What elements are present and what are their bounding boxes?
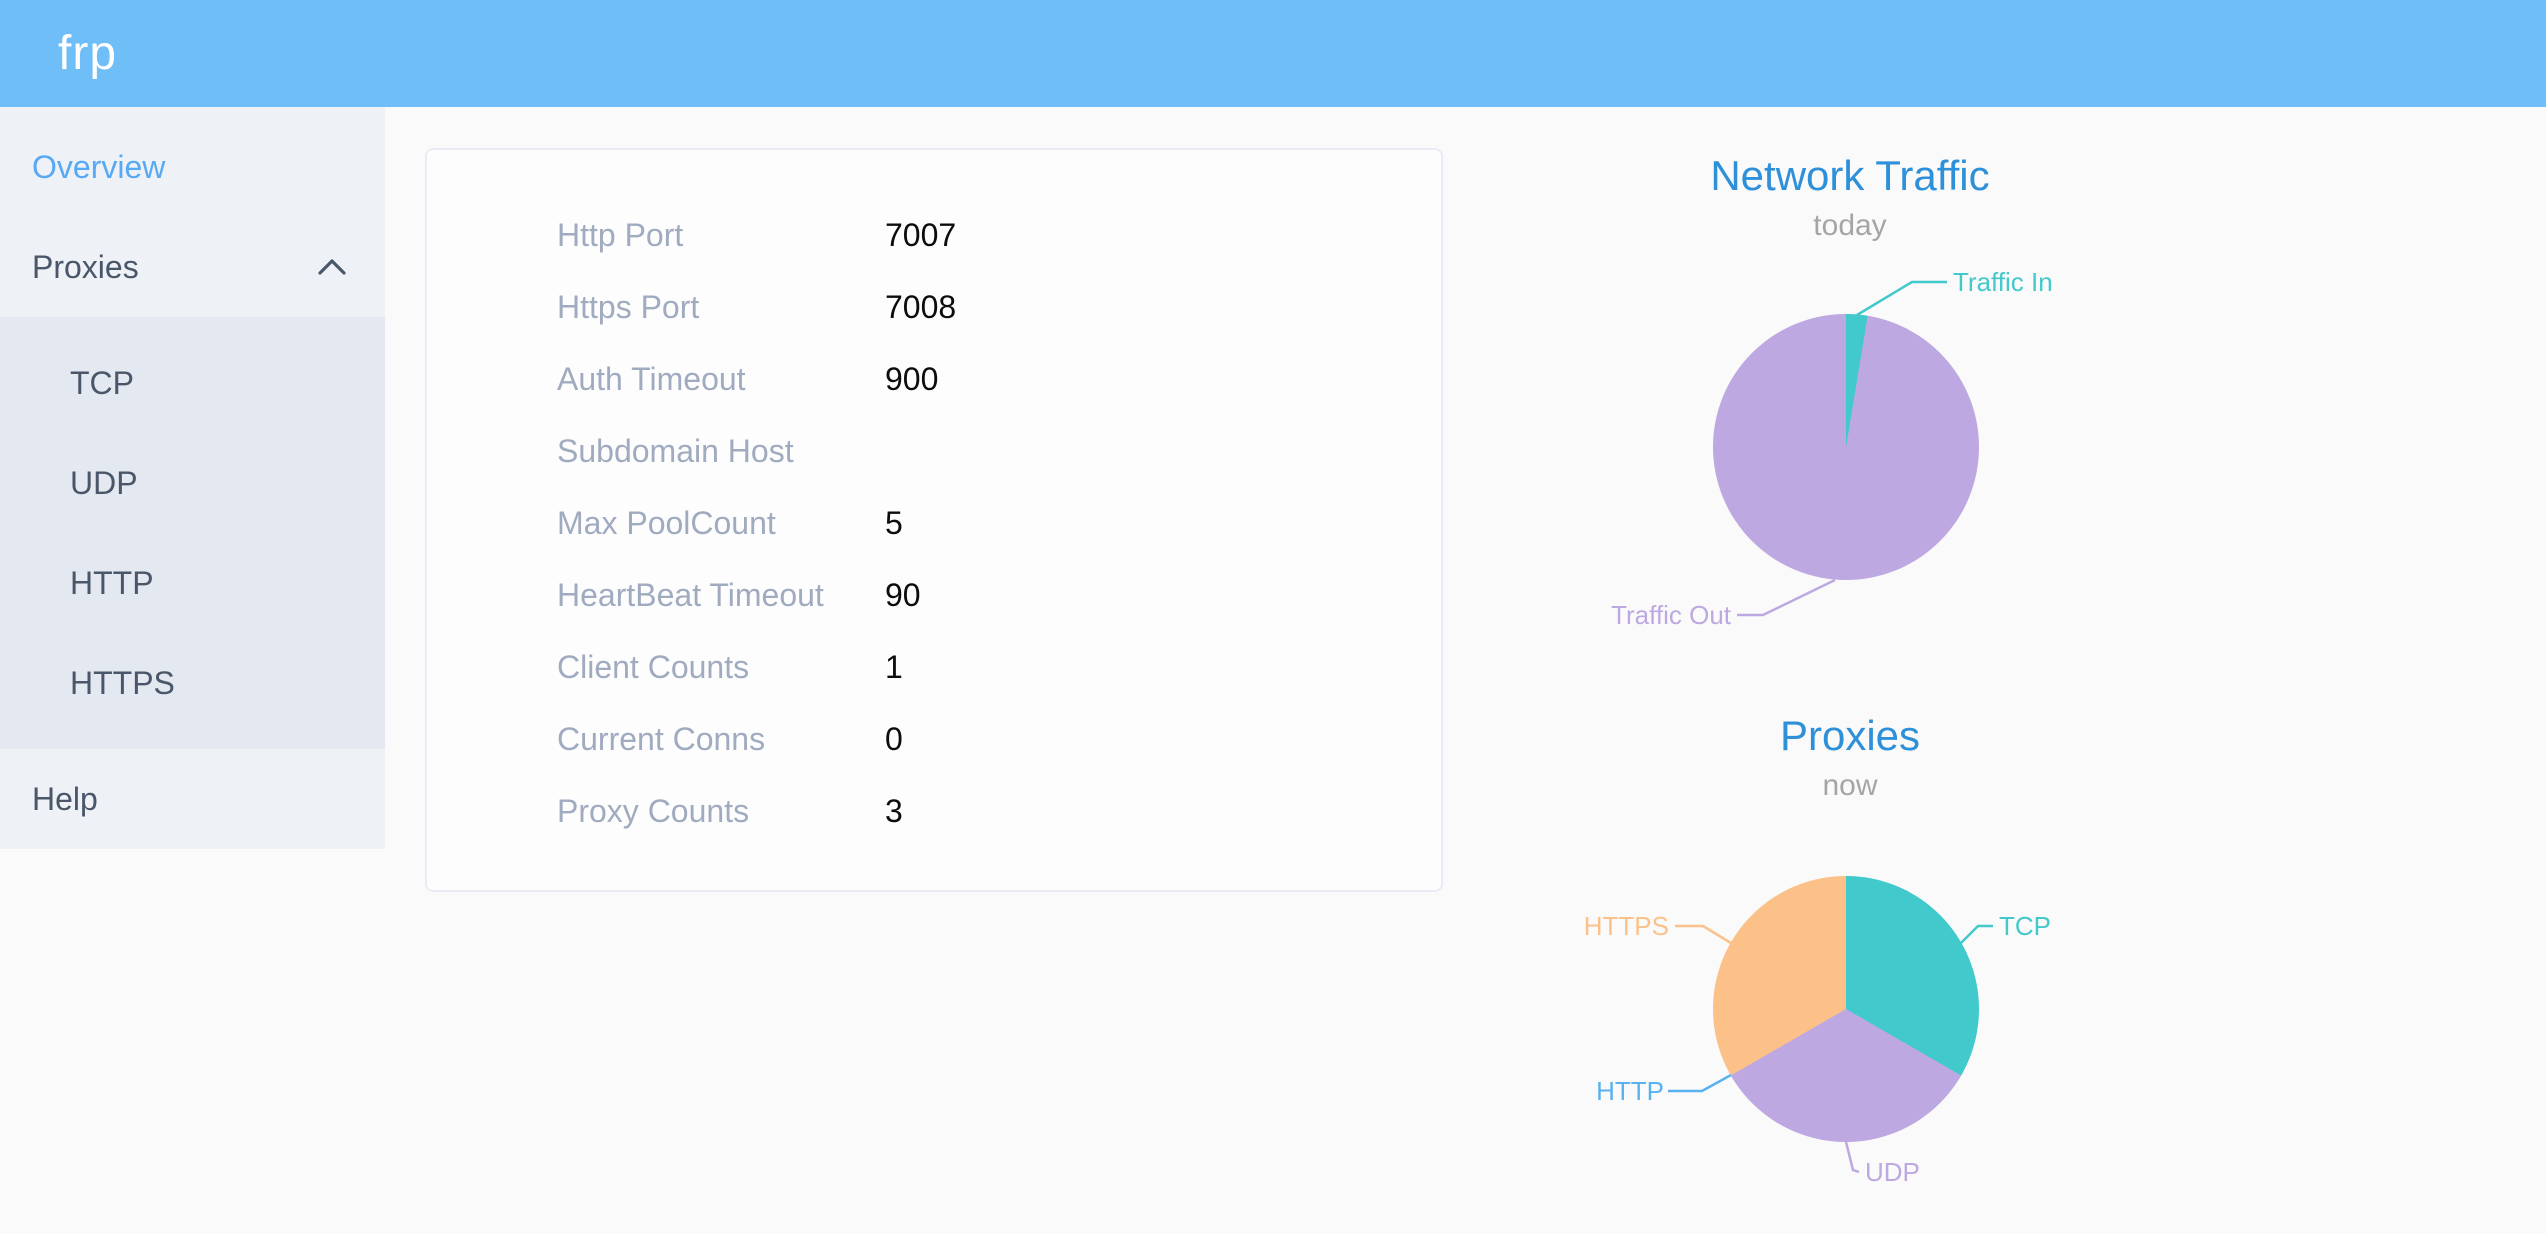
server-info-card: Http Port 7007 Https Port 7008 Auth Time…: [425, 148, 1443, 892]
proxies-submenu: TCP UDP HTTP HTTPS: [0, 317, 385, 749]
info-label: Http Port: [557, 216, 684, 253]
proxies-chart: Proxies now TCP HTTPS HTTP UDP: [1540, 700, 2160, 1234]
info-value: 90: [885, 576, 921, 613]
sidebar-item-label: UDP: [70, 464, 138, 501]
network-traffic-pie[interactable]: [1713, 314, 1979, 580]
info-value: 3: [885, 792, 903, 829]
info-label: Https Port: [557, 288, 700, 325]
info-row: Client Counts 1: [427, 631, 1441, 703]
info-row: Auth Timeout 900: [427, 343, 1441, 415]
sidebar-item-overview[interactable]: Overview: [0, 117, 385, 217]
info-label: Auth Timeout: [557, 360, 746, 397]
pie-label-https: HTTPS: [1583, 911, 1669, 941]
chart-title: Network Traffic: [1710, 152, 1990, 199]
info-value: 900: [885, 360, 939, 397]
info-value: 5: [885, 504, 903, 541]
info-row: Proxy Counts 3: [427, 775, 1441, 847]
info-value: 7007: [885, 216, 957, 253]
pie-label-traffic-in: Traffic In: [1953, 267, 2053, 297]
app-header: frp: [0, 0, 2546, 107]
network-traffic-chart: Network Traffic today Traffic In Traffic…: [1540, 140, 2160, 660]
info-label: HeartBeat Timeout: [557, 576, 824, 613]
info-row: Https Port 7008: [427, 271, 1441, 343]
info-row: Max PoolCount 5: [427, 487, 1441, 559]
proxies-pie[interactable]: [1713, 876, 1979, 1142]
pie-label-tcp: TCP: [1999, 911, 2051, 941]
info-value: 0: [885, 720, 903, 757]
sidebar: Overview Proxies TCP UDP HTTP HTTPS Help: [0, 107, 385, 849]
info-label: Subdomain Host: [557, 432, 794, 469]
sidebar-item-label: Proxies: [32, 248, 139, 285]
sidebar-item-udp[interactable]: UDP: [0, 433, 385, 533]
info-label: Max PoolCount: [557, 504, 776, 541]
info-label: Current Conns: [557, 720, 766, 757]
pie-label-http: HTTP: [1596, 1076, 1664, 1106]
frp-logo: frp: [58, 27, 118, 80]
chart-subtitle: now: [1822, 769, 1878, 802]
sidebar-item-tcp[interactable]: TCP: [0, 333, 385, 433]
info-value: 7008: [885, 288, 957, 325]
info-row: HeartBeat Timeout 90: [427, 559, 1441, 631]
chart-subtitle: today: [1813, 209, 1887, 242]
sidebar-item-label: TCP: [70, 364, 134, 401]
info-row: Subdomain Host: [427, 415, 1441, 487]
sidebar-item-https[interactable]: HTTPS: [0, 633, 385, 733]
info-row: Http Port 7007: [427, 199, 1441, 271]
sidebar-item-label: Help: [32, 780, 98, 817]
chevron-up-icon: [318, 259, 346, 275]
chart-title: Proxies: [1779, 712, 1921, 759]
sidebar-item-label: HTTPS: [70, 664, 175, 701]
sidebar-item-label: Overview: [32, 148, 166, 185]
pie-label-traffic-out: Traffic Out: [1611, 600, 1731, 630]
pie-label-udp: UDP: [1865, 1157, 1920, 1187]
info-value: 1: [885, 648, 903, 685]
info-label: Client Counts: [557, 648, 750, 685]
sidebar-item-help[interactable]: Help: [0, 749, 385, 849]
sidebar-item-http[interactable]: HTTP: [0, 533, 385, 633]
sidebar-item-proxies[interactable]: Proxies: [0, 217, 385, 317]
info-row: Current Conns 0: [427, 703, 1441, 775]
sidebar-item-label: HTTP: [70, 564, 154, 601]
info-label: Proxy Counts: [557, 792, 750, 829]
